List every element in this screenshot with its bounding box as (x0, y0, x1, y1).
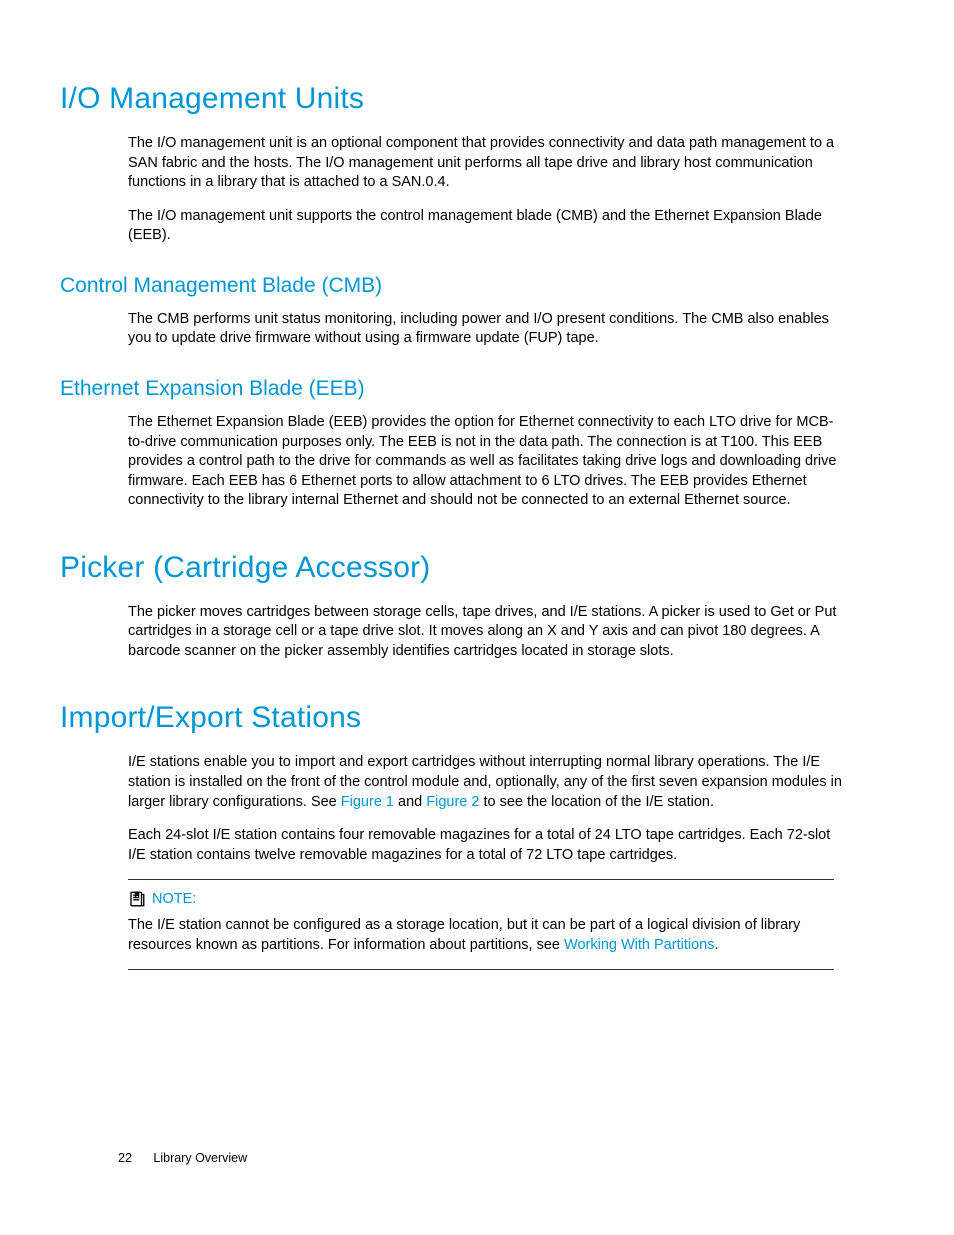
heading-picker: Picker (Cartridge Accessor) (60, 551, 894, 585)
text-run: . (714, 937, 718, 953)
text-run: and (394, 794, 426, 810)
link-figure-2[interactable]: Figure 2 (426, 794, 479, 810)
heading-cmb: Control Management Blade (CMB) (60, 274, 894, 298)
heading-io-management: I/O Management Units (60, 82, 894, 116)
note-block: NOTE: The I/E station cannot be configur… (128, 879, 834, 970)
note-text: The I/E station cannot be configured as … (128, 916, 834, 955)
note-header: NOTE: (128, 890, 834, 908)
page-number: 22 (118, 1151, 132, 1165)
heading-import-export: Import/Export Stations (60, 701, 894, 735)
note-icon (128, 890, 146, 908)
paragraph: Each 24-slot I/E station contains four r… (128, 826, 844, 865)
paragraph: The Ethernet Expansion Blade (EEB) provi… (128, 413, 844, 511)
chapter-title: Library Overview (153, 1151, 247, 1165)
paragraph: The CMB performs unit status monitoring,… (128, 310, 844, 349)
page-footer: 22 Library Overview (118, 1151, 247, 1165)
heading-eeb: Ethernet Expansion Blade (EEB) (60, 377, 894, 401)
paragraph: I/E stations enable you to import and ex… (128, 753, 844, 812)
note-label: NOTE: (152, 891, 196, 907)
link-figure-1[interactable]: Figure 1 (341, 794, 394, 810)
text-run: to see the location of the I/E station. (479, 794, 714, 810)
paragraph: The I/O management unit is an optional c… (128, 134, 844, 193)
link-working-with-partitions[interactable]: Working With Partitions (564, 937, 714, 953)
paragraph: The picker moves cartridges between stor… (128, 603, 844, 662)
paragraph: The I/O management unit supports the con… (128, 207, 844, 246)
